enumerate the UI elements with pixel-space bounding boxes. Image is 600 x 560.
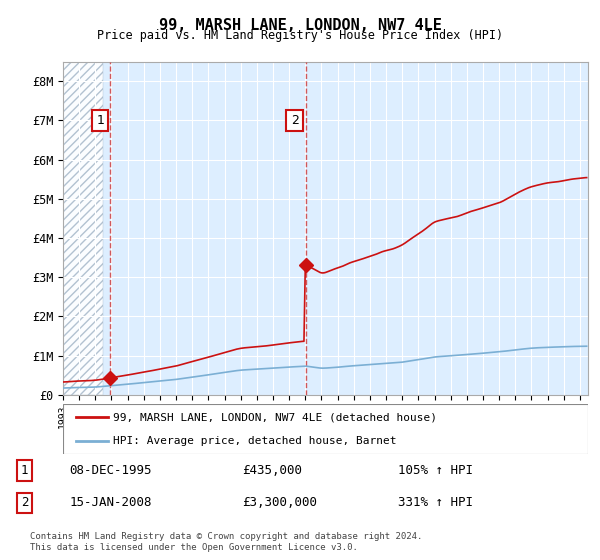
Text: 2: 2 [20,496,28,509]
Text: 99, MARSH LANE, LONDON, NW7 4LE: 99, MARSH LANE, LONDON, NW7 4LE [158,18,442,33]
Text: 15-JAN-2008: 15-JAN-2008 [70,496,152,509]
Text: 331% ↑ HPI: 331% ↑ HPI [398,496,473,509]
Text: HPI: Average price, detached house, Barnet: HPI: Average price, detached house, Barn… [113,436,397,446]
Text: Contains HM Land Registry data © Crown copyright and database right 2024.
This d: Contains HM Land Registry data © Crown c… [30,532,422,552]
Text: £3,300,000: £3,300,000 [242,496,317,509]
Text: 2: 2 [291,114,299,127]
Text: 99, MARSH LANE, LONDON, NW7 4LE (detached house): 99, MARSH LANE, LONDON, NW7 4LE (detache… [113,412,437,422]
Bar [63,62,103,395]
Text: Price paid vs. HM Land Registry's House Price Index (HPI): Price paid vs. HM Land Registry's House … [97,29,503,42]
Text: 105% ↑ HPI: 105% ↑ HPI [398,464,473,477]
FancyBboxPatch shape [63,404,588,454]
Text: £435,000: £435,000 [242,464,302,477]
Text: 1: 1 [20,464,28,477]
Text: 1: 1 [96,114,104,127]
Text: 08-DEC-1995: 08-DEC-1995 [70,464,152,477]
